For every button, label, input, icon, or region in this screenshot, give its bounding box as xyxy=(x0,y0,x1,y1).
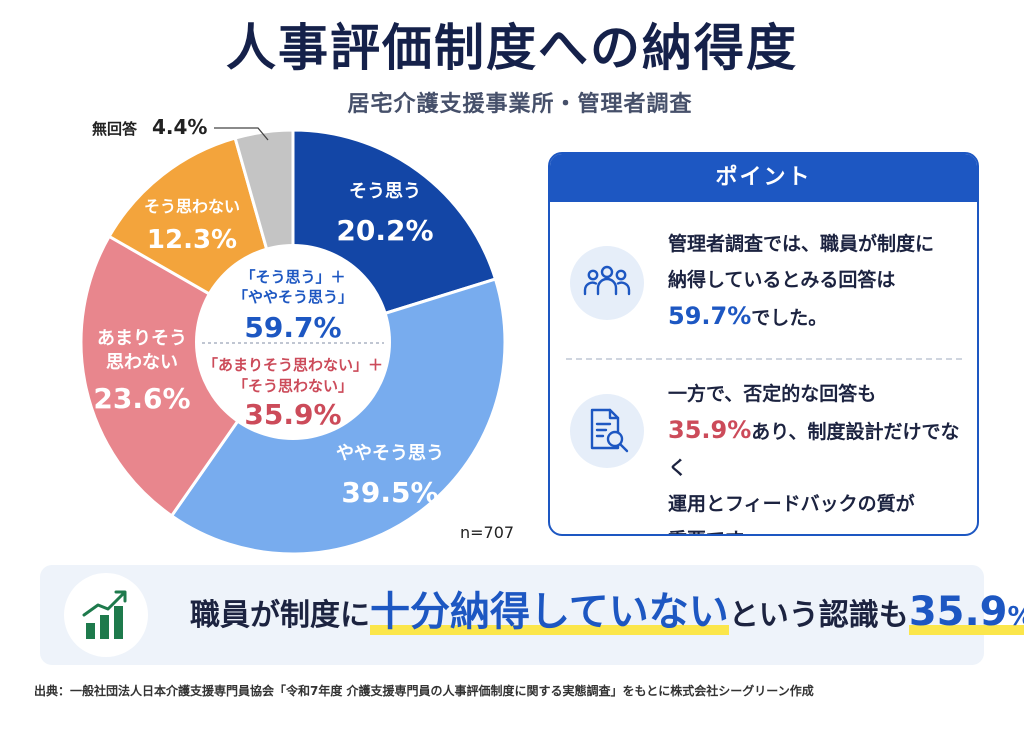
callout-label-mukaitou: 無回答 xyxy=(92,120,138,138)
point-item1-pct: 59.7% xyxy=(668,302,752,330)
banner-emphasis: 十分納得していない xyxy=(370,589,729,635)
sample-size: n=707 xyxy=(460,523,515,542)
banner-post: という認識も xyxy=(728,598,909,633)
center-positive-line2: 「ややそう思う」 xyxy=(233,288,353,306)
slice-label-sou-omou: そう思う xyxy=(349,181,421,202)
slice-pct-amari: 23.6% xyxy=(93,382,190,415)
point-divider xyxy=(566,358,962,360)
page-subtitle: 居宅介護支援事業所・管理者調査 xyxy=(347,92,693,117)
point-panel: ポイント 管理者調査では、職員が制度に 納得しているとみる回答は 59.7%でし… xyxy=(548,152,979,536)
slice-amari-sou-omowanai xyxy=(79,234,296,518)
pie-chart: 「そう思う」＋ 「ややそう思う」 59.7% 「あまりそう思わない」＋ 「そう思… xyxy=(79,115,507,556)
source-note: 出典：一般社団法人日本介護支援専門員協会「令和7年度 介護支援専門員の人事評価制… xyxy=(34,684,814,698)
slice-label-omowanai: そう思わない xyxy=(144,197,240,216)
center-negative-line2: 「そう思わない」 xyxy=(233,377,353,395)
point-item2-pct: 35.9% xyxy=(668,416,752,444)
summary-banner: 職員が制度に十分納得していないという認識も35.9% xyxy=(40,565,1024,665)
slice-label-amari-line2: 思わない xyxy=(106,352,178,373)
page-title: 人事評価制度への納得度 xyxy=(226,19,798,77)
point-item1-line3: 59.7%でした。 xyxy=(668,298,934,336)
point-item2-line2: 35.9%あり、制度設計だけでなく xyxy=(668,412,977,486)
banner-pct-number: 35.9 xyxy=(908,589,1008,635)
slice-pct-yaya: 39.5% xyxy=(341,476,438,509)
slice-label-yaya: ややそう思う xyxy=(336,443,444,464)
point-header: ポイント xyxy=(550,154,977,202)
banner-pre: 職員が制度に xyxy=(190,598,370,633)
center-positive-line1: 「そう思う」＋ xyxy=(240,268,345,286)
point-item1-tail: でした。 xyxy=(751,307,828,329)
banner-pct: 35.9% xyxy=(908,589,1024,635)
slice-pct-sou-omou: 20.2% xyxy=(336,214,433,247)
center-negative-line1: 「あまりそう思わない」＋ xyxy=(203,356,383,374)
point-item1-line2: 納得しているとみる回答は xyxy=(668,269,896,291)
growth-chart-icon xyxy=(64,573,148,657)
pie-center-hole xyxy=(195,244,391,440)
point-item2-line3: 運用とフィードバックの質が xyxy=(668,493,915,515)
center-negative-pct: 35.9% xyxy=(244,398,341,431)
center-positive-pct: 59.7% xyxy=(244,311,341,344)
point-item1-line1: 管理者調査では、職員が制度に xyxy=(668,233,935,255)
slice-pct-omowanai: 12.3% xyxy=(147,225,237,255)
banner-pct-sign: % xyxy=(1008,602,1024,632)
point-item1-text: 管理者調査では、職員が制度に 納得しているとみる回答は 59.7%でした。 xyxy=(668,226,934,336)
callout-leader-line xyxy=(214,127,269,141)
point-item2-line1: 一方で、否定的な回答も xyxy=(668,383,877,405)
point-item2-line4: 重要です。 xyxy=(668,522,977,534)
callout-pct-mukaitou: 4.4% xyxy=(152,115,207,139)
banner-message: 職員が制度に十分納得していないという認識も35.9% xyxy=(190,585,1024,644)
document-search-icon xyxy=(570,394,644,468)
point-item2-text: 一方で、否定的な回答も 35.9%あり、制度設計だけでなく 運用とフィードバック… xyxy=(668,376,977,534)
people-icon xyxy=(570,246,644,320)
slice-label-amari-line1: あまりそう xyxy=(97,328,187,349)
point-item2-line2-rest: あり、制度設計だけでなく xyxy=(668,421,960,479)
